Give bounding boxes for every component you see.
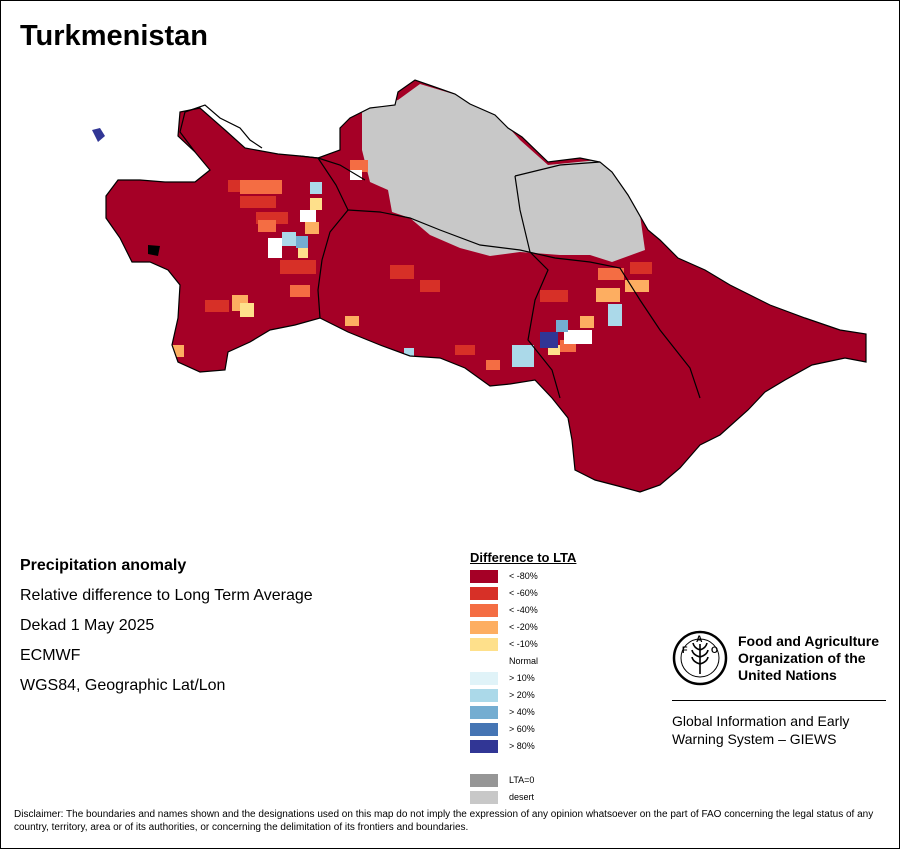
giews-name: Global Information and Early Warning Sys… — [672, 713, 850, 747]
legend-item: LTA=0 — [470, 772, 630, 789]
legend-swatch — [470, 570, 498, 583]
legend-item: < -10% — [470, 636, 630, 653]
info-source: ECMWF — [20, 647, 81, 664]
legend-label: LTA=0 — [509, 775, 535, 785]
legend-item: > 10% — [470, 670, 630, 687]
fao-logo-icon: F A O — [672, 630, 728, 686]
legend-item: < -20% — [470, 619, 630, 636]
legend-label: > 20% — [509, 690, 535, 700]
legend-item: > 40% — [470, 704, 630, 721]
info-subheading: Relative difference to Long Term Average — [20, 587, 313, 604]
map-info: Precipitation anomaly Relative differenc… — [20, 556, 313, 706]
legend-title: Difference to LTA — [470, 550, 577, 565]
legend-swatch — [470, 604, 498, 617]
legend-label: < -40% — [509, 605, 538, 615]
legend-label: < -60% — [509, 588, 538, 598]
legend-swatch — [470, 791, 498, 804]
legend-label: desert — [509, 792, 535, 802]
info-projection: WGS84, Geographic Lat/Lon — [20, 677, 226, 694]
disclaimer: Disclaimer: The boundaries and names sho… — [14, 809, 874, 833]
map-title: Turkmenistan — [20, 20, 209, 52]
fao-divider — [672, 700, 886, 701]
legend: Difference to LTA < -80% < -60% < -40% <… — [470, 550, 630, 806]
legend-label: < -80% — [509, 571, 538, 581]
legend-label: < -10% — [509, 639, 538, 649]
svg-text:O: O — [711, 645, 718, 655]
legend-item: Normal — [470, 653, 630, 670]
legend-swatch — [470, 672, 498, 685]
legend-item: < -40% — [470, 602, 630, 619]
legend-swatch — [470, 638, 498, 651]
legend-swatch — [470, 740, 498, 753]
legend-item: > 80% — [470, 738, 630, 755]
svg-text:F: F — [682, 645, 688, 655]
legend-item: > 20% — [470, 687, 630, 704]
legend-label: > 10% — [509, 673, 535, 683]
legend-item: desert — [470, 789, 630, 806]
legend-label: < -20% — [509, 622, 538, 632]
legend-swatch — [470, 774, 498, 787]
legend-label: > 60% — [509, 724, 535, 734]
legend-label: > 40% — [509, 707, 535, 717]
legend-item: > 60% — [470, 721, 630, 738]
info-heading: Precipitation anomaly — [20, 557, 187, 574]
legend-item: < -80% — [470, 568, 630, 585]
legend-swatch — [470, 621, 498, 634]
legend-item: < -60% — [470, 585, 630, 602]
legend-swatch — [470, 689, 498, 702]
legend-label: > 80% — [509, 741, 535, 751]
legend-swatch — [470, 587, 498, 600]
legend-swatch — [470, 723, 498, 736]
legend-swatch — [470, 706, 498, 719]
legend-spacer — [470, 755, 630, 772]
info-period: Dekad 1 May 2025 — [20, 617, 155, 634]
fao-name: Food and Agriculture Organization of the… — [738, 633, 880, 683]
legend-label: Normal — [509, 656, 539, 666]
svg-text:A: A — [696, 634, 703, 644]
precipitation-anomaly-map — [92, 79, 867, 493]
